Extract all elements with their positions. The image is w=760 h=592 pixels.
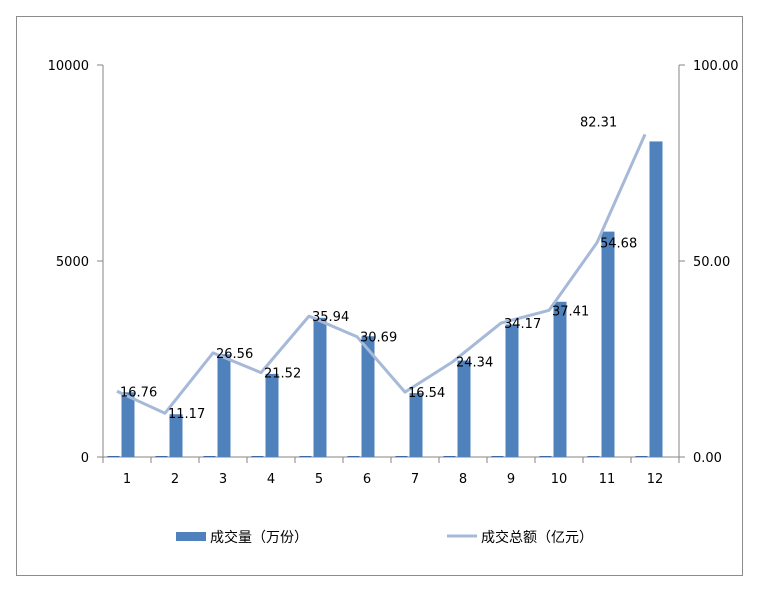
line-data-label: 54.68 [600, 237, 637, 252]
bar [601, 231, 615, 457]
line-path [116, 133, 647, 415]
legend-bar-swatch [176, 532, 206, 541]
x-axis-tick-label: 3 [219, 472, 227, 487]
bar-baseline-stub [443, 456, 456, 457]
line-series [116, 133, 647, 415]
line-data-label: 16.54 [408, 386, 445, 401]
line-data-label: 21.52 [264, 367, 301, 382]
x-axis-tick-label: 4 [267, 472, 275, 487]
x-axis-tick-label: 9 [507, 472, 515, 487]
bar-baseline-stub [155, 456, 168, 457]
line-data-label: 26.56 [216, 347, 253, 362]
x-axis-tick-label: 6 [363, 472, 371, 487]
left-axis-tick-label: 5000 [56, 255, 89, 270]
bar-baseline-stub [251, 456, 264, 457]
bar [553, 301, 567, 457]
bar-baseline-stub [395, 456, 408, 457]
bar-baseline-stub [299, 456, 312, 457]
x-axis-tick-label: 8 [459, 472, 467, 487]
bar [313, 317, 327, 457]
line-data-label: 35.94 [312, 310, 349, 325]
bar [217, 354, 231, 457]
line-data-label: 34.17 [504, 317, 541, 332]
bar-baseline-stub [491, 456, 504, 457]
bar-baseline-stub [107, 456, 120, 457]
bar [265, 373, 279, 457]
bar [361, 336, 375, 457]
x-axis-tick-label: 2 [171, 472, 179, 487]
chart-frame: 0 5000 10000 0.00 50.00 100.00 1 2 3 4 5 6 7 8 9 10 11 12… [16, 16, 743, 576]
x-axis-tick-label: 12 [647, 472, 664, 487]
line-data-label: 82.31 [580, 115, 617, 130]
x-axis-tick-label: 7 [411, 472, 419, 487]
line-data-label: 16.76 [120, 385, 157, 400]
bar [505, 324, 519, 457]
bar [409, 393, 423, 457]
legend-bar-label: 成交量（万份） [210, 529, 308, 546]
bar [457, 360, 471, 457]
right-axis-tick-label: 100.00 [693, 59, 739, 74]
left-axis-tick-label: 0 [81, 451, 89, 466]
bar-baseline-stub [347, 456, 360, 457]
bar [169, 414, 183, 457]
x-axis-tick-label: 5 [315, 472, 323, 487]
data-labels: 16.76 11.17 26.56 21.52 35.94 30.69 16.54 24.34… [120, 115, 637, 422]
chart-legend: 成交量（万份） 成交总额（亿元） [176, 529, 593, 546]
line-data-label: 37.41 [552, 304, 589, 319]
x-axis-tick-label: 1 [123, 472, 131, 487]
bar-series [107, 141, 663, 457]
bar-baseline-stub [203, 456, 216, 457]
x-axis-tick-label: 11 [599, 472, 616, 487]
line-data-label: 11.17 [168, 407, 205, 422]
left-axis-tick-label: 10000 [48, 59, 89, 74]
bar-baseline-stub [587, 456, 600, 457]
line-data-label: 24.34 [456, 356, 493, 371]
right-axis-tick-label: 50.00 [693, 255, 730, 270]
line-data-label: 30.69 [360, 331, 397, 346]
bar-baseline-stub [539, 456, 552, 457]
bar-baseline-stub [635, 456, 648, 457]
right-axis-tick-label: 0.00 [693, 451, 722, 466]
bar [121, 392, 135, 457]
bar [649, 141, 663, 457]
legend-line-label: 成交总额（亿元） [481, 529, 593, 546]
x-axis-tick-label: 10 [551, 472, 568, 487]
